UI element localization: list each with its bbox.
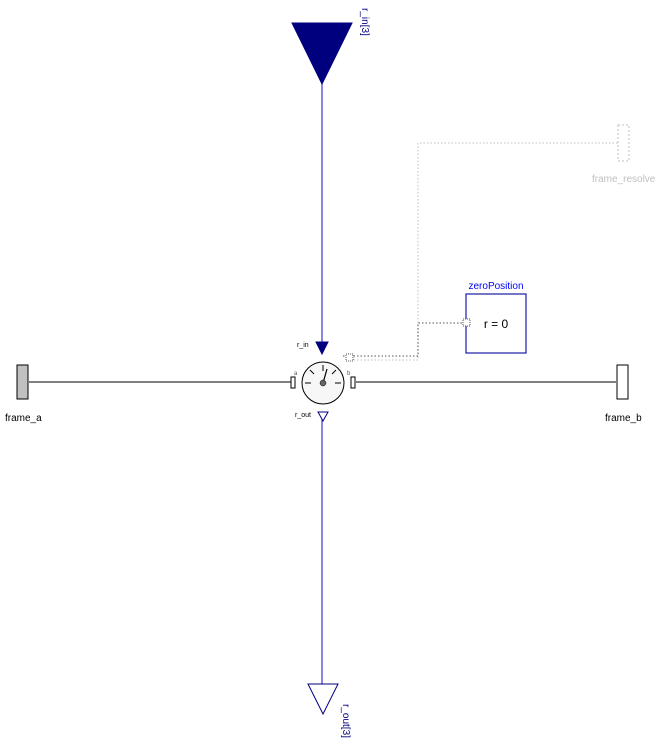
frame-resolve-label: frame_resolve (592, 174, 656, 185)
frame-a-shape (16, 364, 29, 400)
r-out-connector[interactable]: r_out[3] (307, 683, 351, 738)
frame-a-label: frame_a (5, 413, 42, 424)
sensor-port-a[interactable] (290, 376, 296, 389)
sensor-r-in-label: r_in (297, 342, 309, 349)
zero-position-equation: r = 0 (484, 317, 509, 331)
frame-b-shape (616, 364, 629, 400)
r-in-triangle-icon (291, 22, 353, 86)
frame-b-connector[interactable]: frame_b (605, 364, 642, 424)
sensor-gauge-hub (319, 379, 327, 387)
zero-position-frame-port[interactable] (462, 318, 471, 327)
sensor-r-out-label: r_out (295, 412, 311, 419)
r-out-connector-label: r_out[3] (340, 704, 351, 738)
r-in-connector-label: r_in[3] (359, 8, 370, 36)
sensor-r-out-port-icon (317, 411, 329, 423)
sensor-r-in-port-icon (315, 341, 329, 356)
zero-position-title: zeroPosition (468, 281, 523, 292)
frame-b-label: frame_b (605, 413, 642, 424)
sensor-port-b-label: b (347, 371, 351, 377)
frame-resolve-connector[interactable]: frame_resolve (592, 124, 656, 185)
relative-position-sensor[interactable]: r_in a b r_out (290, 341, 356, 423)
r-out-triangle-icon (307, 683, 339, 716)
zero-position-block[interactable]: zeroPosition r = 0 (462, 281, 527, 354)
zero-position-box (465, 293, 527, 354)
sensor-frame-resolve-port[interactable] (345, 353, 354, 362)
sensor-port-b[interactable] (350, 376, 356, 389)
sensor-gauge-ticks (305, 365, 341, 384)
sensor-port-a-label: a (294, 371, 298, 377)
frame-resolve-connection-line[interactable] (350, 142, 618, 361)
r-in-connector[interactable]: r_in[3] (291, 8, 370, 86)
zero-position-connection-line[interactable] (343, 322, 466, 357)
frame-resolve-shape (617, 124, 630, 162)
frame-a-connector[interactable]: frame_a (5, 364, 42, 424)
